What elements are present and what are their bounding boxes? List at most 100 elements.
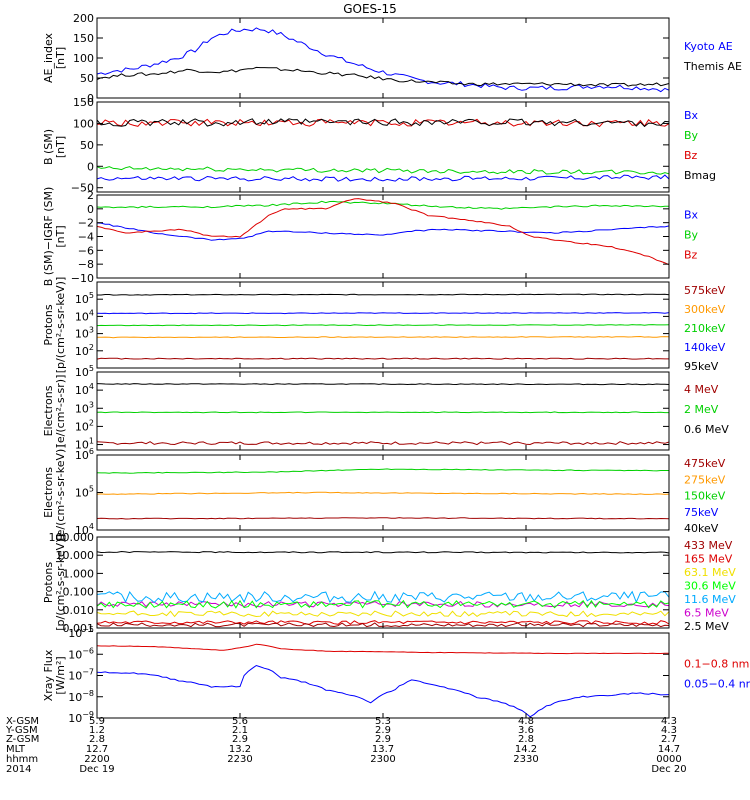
series-electrons2-1 (96, 491, 670, 495)
legend-entry: 4 MeV (684, 383, 719, 396)
y-tick-label: 105 (75, 291, 94, 306)
y-tick-label: 0 (87, 203, 94, 216)
y-axis-label: Electrons (42, 385, 55, 436)
legend-entry: 0.6 MeV (684, 423, 729, 436)
y-tick-label: 102 (75, 418, 94, 433)
ephemeris-value: 4.3 (661, 725, 677, 736)
legend-entry: 575keV (684, 284, 726, 297)
ephemeris-value: 0000 (656, 754, 681, 765)
y-axis-label: B (SM) (42, 129, 55, 165)
series-electrons2-2 (96, 468, 669, 474)
series-electrons1-1 (96, 411, 669, 414)
series-protons1-4 (97, 293, 670, 296)
y-tick-label: 100 (73, 52, 94, 65)
ephemeris-value: 2330 (513, 754, 538, 765)
y-tick-label: 105 (75, 485, 94, 500)
y-axis-label: Protons (42, 562, 55, 603)
y-tick-label: −6 (78, 244, 94, 257)
series-bsm-2 (96, 118, 670, 128)
series-protons1-1 (97, 335, 670, 339)
legend-entry: 30.6 MeV (684, 580, 736, 593)
ephemeris-value: 13.2 (229, 744, 251, 755)
ephemeris-value: 2.8 (518, 734, 534, 745)
y-tick-label: 105 (75, 364, 94, 379)
y-axis-units: [p/(cm²-s-sr-keV)] (54, 534, 67, 631)
ephemeris-value: 2.9 (375, 725, 391, 736)
legend-entry: Themis AE (683, 60, 742, 73)
ephemeris-value: 4.8 (518, 716, 534, 727)
panel-bsm: −50 0 50 100 150 B (SM) [nT] Bx By Bz Bmag (42, 96, 716, 195)
series-ae-1 (96, 66, 670, 87)
y-axis-label: Xray Flux (42, 649, 55, 701)
y-tick-label: 0.010 (63, 604, 95, 617)
y-tick-label: 103 (75, 326, 94, 341)
y-tick-label: 0 (87, 160, 94, 173)
series-protons2-0 (96, 550, 670, 554)
series-ae-0 (96, 27, 670, 93)
series-protons2-4 (96, 610, 670, 618)
ephemeris-value: 13.7 (372, 744, 394, 755)
legend-entry: 40keV (684, 522, 719, 535)
panel-bigrf: 20−2−4−6−8−10 B (SM)−IGRF (SM) [nT] Bx By Bz (42, 187, 699, 287)
y-tick-label: 150 (73, 32, 94, 45)
legend-entry: 433 MeV (684, 539, 733, 552)
ephemeris-value: 2300 (370, 754, 395, 765)
series-protons2-2 (96, 590, 670, 604)
series-bsm-0 (96, 174, 670, 182)
legend-entry: 95keV (684, 360, 719, 373)
y-tick-label: 106 (75, 447, 94, 462)
ephemeris-value: 2230 (227, 754, 252, 765)
y-tick-label: 103 (75, 400, 94, 415)
legend-entry: 210keV (684, 322, 726, 335)
y-tick-label: 10.000 (56, 549, 95, 562)
series-protons1-2 (96, 324, 670, 327)
series-protons1-0 (96, 357, 669, 360)
panel-frame (96, 101, 670, 193)
ephemeris-value: 2.8 (89, 734, 105, 745)
series-protons2-3 (96, 599, 670, 609)
y-tick-label: 100 (73, 117, 94, 130)
legend-entry: 0.1−0.8 nm (684, 658, 749, 671)
legend-entry: By (684, 129, 699, 142)
ephemeris-value: 2200 (84, 754, 109, 765)
legend-entry: Bx (684, 209, 699, 222)
y-axis-units: [e/(cm²-s-sr)] (54, 375, 67, 448)
series-bigrf-2 (96, 198, 670, 266)
panel-ae: 0 50 100 150 200 AE_index [nT] Kyoto AE Themis A… (42, 12, 742, 105)
y-axis-units: [nT] (54, 136, 67, 158)
legend-entry: 275keV (684, 473, 726, 486)
legend-entry: 300keV (684, 303, 726, 316)
series-protons1-3 (96, 312, 670, 315)
y-tick-label: 200 (73, 12, 94, 25)
series-bsm-3 (96, 118, 670, 128)
ephemeris-value: 14.2 (515, 744, 537, 755)
legend-entry: 75keV (684, 506, 719, 519)
legend-entry: 2.5 MeV (684, 620, 729, 633)
y-tick-label: 102 (75, 343, 94, 358)
y-axis-units: [e/(cm²-s-sr-keV)] (54, 444, 67, 540)
legend-entry: Bmag (684, 169, 716, 182)
y-tick-label: 100.000 (49, 531, 95, 544)
y-axis-label: Protons (42, 304, 55, 345)
ephemeris-row-label: Z-GSM (6, 734, 39, 745)
y-tick-label: −50 (71, 182, 94, 195)
series-electrons2-0 (96, 517, 670, 520)
series-xray-0 (96, 643, 670, 655)
ephemeris-value: Dec 19 (79, 764, 114, 775)
ephemeris-value: 5.6 (232, 716, 248, 727)
series-xray-1 (96, 664, 670, 718)
series-bigrf-0 (96, 222, 670, 241)
panel-xray: 10−9 10−8 10−7 10−6 10−5 Xray Flux [W/m²] 0.1−0… (42, 625, 750, 725)
ephemeris-value: 3.6 (518, 725, 534, 736)
y-tick-label: 10−7 (68, 668, 94, 683)
ephemeris-value: 2.9 (375, 734, 391, 745)
legend-entry: 63.1 MeV (684, 566, 736, 579)
legend-entry: 165 MeV (684, 553, 733, 566)
y-tick-label: 50 (80, 72, 94, 85)
panel-protons2: 0.001 0.010 0.100 1.000 10.000 100.000 Protons… (42, 531, 736, 635)
ephemeris-row-label: Y-GSM (5, 725, 38, 736)
panel-electrons2: 104 105 106 Electrons [e/(cm²-s-sr-keV)] 475k… (42, 444, 726, 540)
ephemeris-value: 1.2 (89, 725, 105, 736)
